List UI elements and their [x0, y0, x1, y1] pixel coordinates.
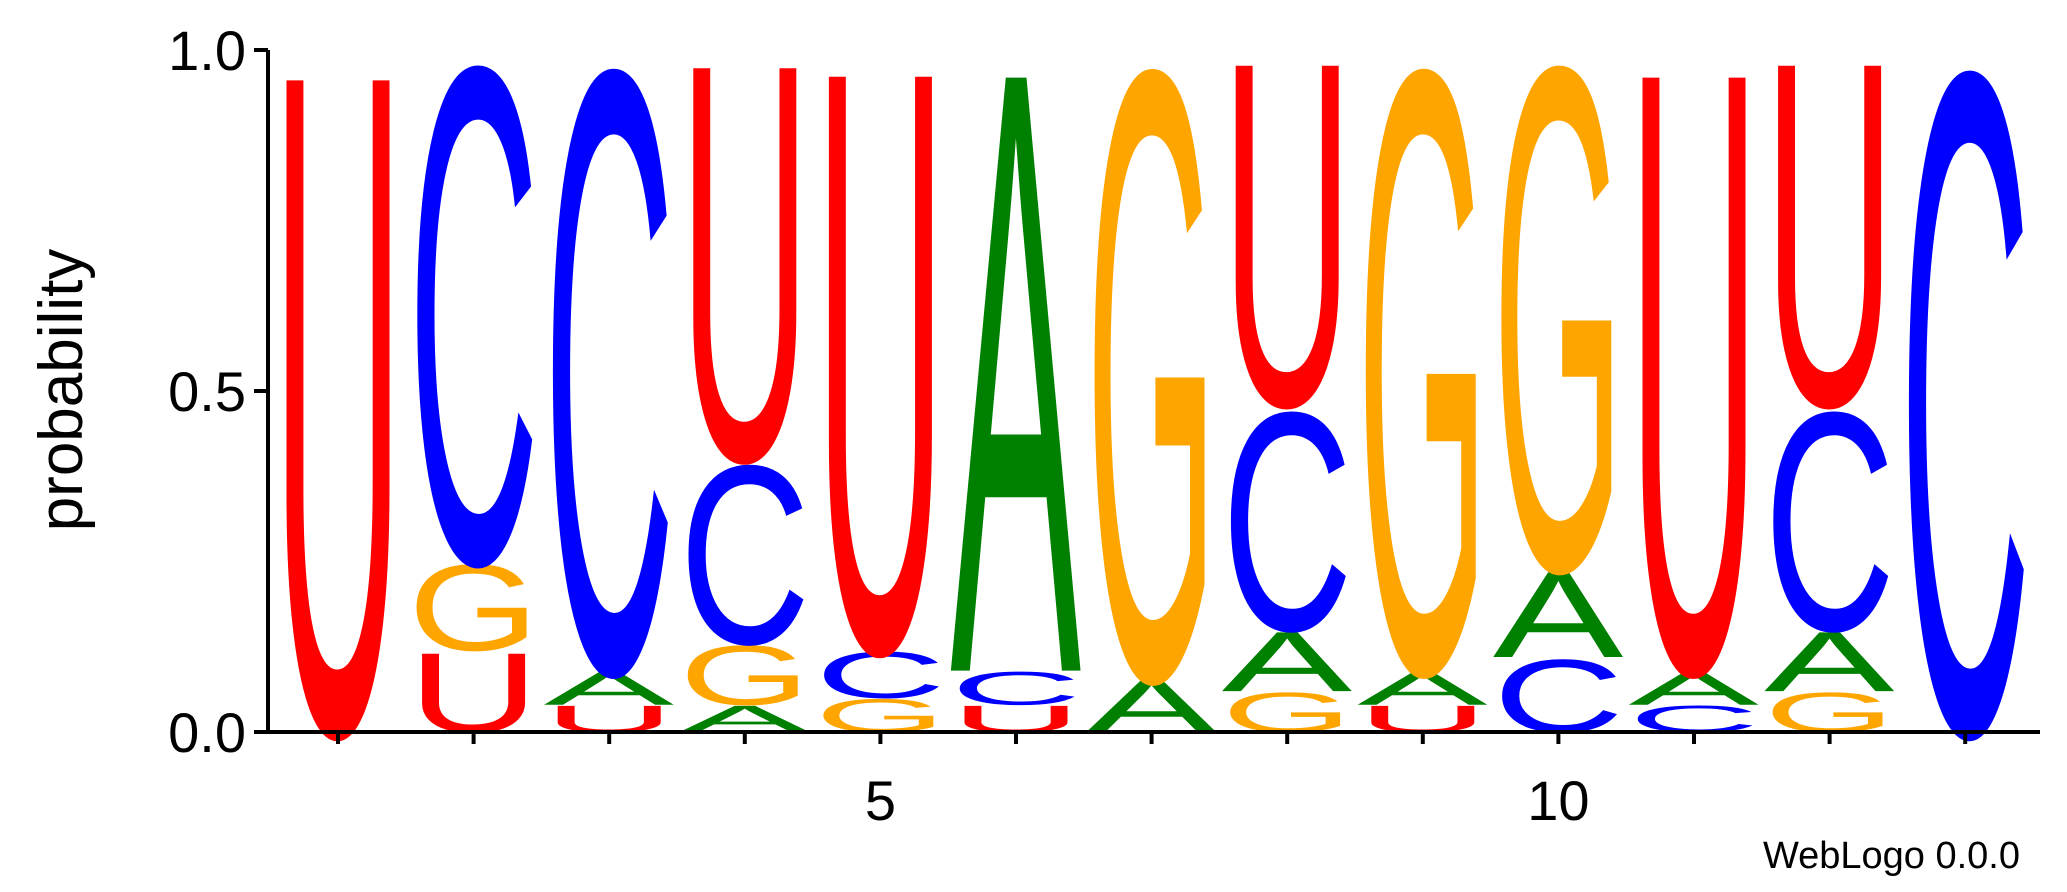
logo-letter-a: A [951, 0, 1082, 854]
weblogo-version-label: WebLogo 0.0.0 [1763, 835, 2020, 877]
y-tick-label: 0.5 [168, 360, 246, 423]
logo-letter-u: U [273, 0, 404, 892]
logo-letter-c: C [544, 0, 675, 853]
x-tick-label: 10 [1527, 769, 1589, 832]
y-axis-label: probability [27, 249, 96, 532]
logo-letter-c: C [408, 0, 539, 712]
logo-letter-g: G [1493, 0, 1624, 721]
y-tick-label: 0.0 [168, 701, 246, 764]
logo-letter-u: U [1764, 0, 1895, 509]
logo-letter-u: U [679, 0, 810, 580]
y-ticks: 0.0 0.5 1.0 [168, 19, 268, 764]
logo-letter-g: G [1357, 0, 1488, 854]
x-tick-label: 5 [865, 769, 896, 832]
logo-letter-u: U [1222, 0, 1353, 509]
logo-letter-u: U [1629, 0, 1760, 853]
y-tick-label: 1.0 [168, 19, 246, 82]
logo-letter-u: U [815, 0, 946, 827]
logo-letter-c: C [1900, 0, 2031, 892]
